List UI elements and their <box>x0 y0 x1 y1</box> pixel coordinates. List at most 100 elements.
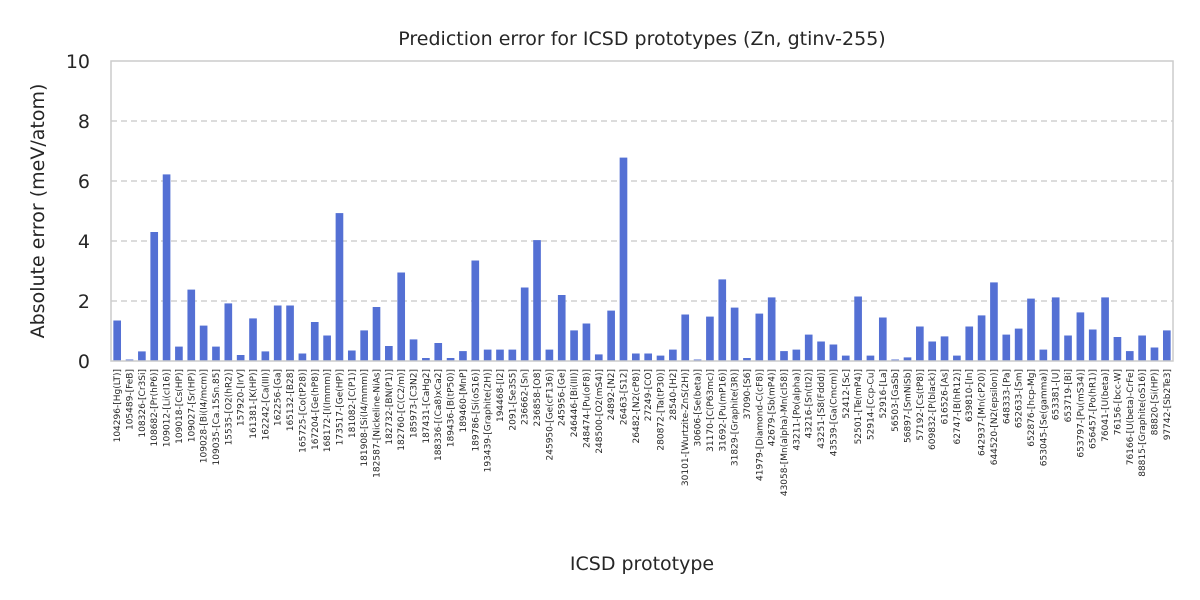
x-tick-label: 37090-[S6] <box>743 369 753 419</box>
x-tick-label: 280872-[Ta(tP30)] <box>657 369 667 451</box>
bar <box>236 355 245 361</box>
x-tick-label: 43211-[Po(alpha)] <box>792 369 802 450</box>
bar <box>829 344 838 361</box>
x-tick-label: 187431-[CaHg2] <box>422 369 432 444</box>
x-tick-label: 181908-[Si(I4/mmm)] <box>360 369 370 467</box>
x-tick-label: 24892-[N2] <box>607 369 617 420</box>
bar <box>175 346 183 361</box>
bar <box>743 358 751 361</box>
bars <box>113 157 1171 361</box>
bar <box>1162 330 1171 361</box>
x-tick-label: 31170-[C(P63mc)] <box>706 369 716 452</box>
x-tick-label: 56503-[GaSb] <box>891 369 901 432</box>
bar <box>323 335 331 361</box>
x-tick-label: 109012-[Li(cI16)] <box>163 369 173 447</box>
x-tick-label: 245950-[Ge(cF136)] <box>545 369 555 460</box>
bar <box>1051 297 1060 361</box>
x-tick-label: 182760-[C(C2/m)] <box>397 369 407 451</box>
bar <box>385 346 393 361</box>
bar <box>483 349 492 361</box>
chart-title: Prediction error for ICSD prototypes (Zn… <box>398 28 885 50</box>
x-tick-label: 52501-[Te(mP4)] <box>854 369 864 444</box>
x-tick-label: 42679-[Sb(mP4)] <box>768 369 778 446</box>
bar <box>459 351 467 361</box>
bar <box>607 310 615 361</box>
y-axis-label: Absolute error (meV/atom) <box>27 84 49 339</box>
x-tick-label: 105489-[FeB] <box>126 369 136 430</box>
x-tick-label: 56897-[SmNiSb] <box>904 369 914 443</box>
bar <box>928 341 937 361</box>
bar <box>533 240 541 361</box>
bar <box>1125 351 1134 361</box>
x-tick-label: 31829-[Graphite(3R)] <box>731 369 741 466</box>
bar <box>397 272 406 361</box>
bar <box>780 351 788 361</box>
y-tick-label: 0 <box>78 351 90 373</box>
bar <box>706 316 714 361</box>
bar <box>841 355 850 361</box>
x-tick-label: 108326-[Cr3Si] <box>138 369 148 438</box>
bar <box>681 314 690 361</box>
x-tick-label: 653719-[Bi] <box>1064 369 1074 422</box>
x-tick-label: 181082-[C(P1)] <box>348 369 358 438</box>
bar <box>854 296 862 361</box>
x-tick-label: 173517-[Ge(HP)] <box>335 369 345 445</box>
bar <box>916 326 924 361</box>
bar <box>804 334 813 361</box>
x-tick-label: 43251-[S8(Fddd)] <box>817 369 827 449</box>
x-tick-label: 76156-[bcc-W] <box>1113 369 1123 435</box>
x-tick-label: 76041-[U(beta)] <box>1101 369 1111 442</box>
x-tick-label: 182732-[BN(P1)] <box>385 369 395 445</box>
bar <box>1014 328 1023 361</box>
bar <box>446 358 455 361</box>
x-tick-label: 30606-[Se(beta)] <box>694 369 704 446</box>
bar <box>520 287 529 361</box>
bar <box>669 349 677 361</box>
x-tick-label: 41979-[Diamond-C(cF8)] <box>755 369 765 481</box>
x-tick-label: 167204-[Ge(hP8)] <box>311 369 321 450</box>
x-tick-label: 616526-[As] <box>941 369 951 424</box>
bar <box>1138 335 1146 361</box>
x-tick-label: 168172-[I(Immm)] <box>323 369 333 452</box>
x-tick-label: 27249-[CO] <box>644 369 654 421</box>
bar <box>656 355 665 361</box>
bar <box>718 279 727 361</box>
x-tick-label: 157920-[IrV] <box>237 369 247 426</box>
x-tick-label: 644520-[N2(epsilon)] <box>990 369 1000 465</box>
x-tick-label: 189786-[Si(oS16)] <box>471 369 481 452</box>
x-tick-label: 653797-[Pu(mS34)] <box>1076 369 1086 458</box>
x-tick-label: 609832-[P(black)] <box>928 369 938 450</box>
x-tick-label: 236662-[Sn] <box>521 369 531 425</box>
x-tick-label: 246446-[Bi(III)] <box>570 369 580 437</box>
bar <box>940 336 949 361</box>
bar <box>1113 337 1122 361</box>
x-tick-label: 57192-[Cs(tP8)] <box>916 369 926 441</box>
bar <box>594 354 603 361</box>
bar <box>570 330 578 361</box>
x-tick-label: 52914-[Ccp-Cu] <box>866 369 876 440</box>
x-axis-label: ICSD prototype <box>570 553 714 575</box>
x-tick-label: 648333-[Pa] <box>1002 369 1012 424</box>
bar <box>631 353 640 361</box>
bar <box>878 317 887 361</box>
x-tick-label: 43539-[Ga(Cmcm)] <box>829 369 839 456</box>
x-tick-label: 162242-[Ca(III)] <box>261 369 271 440</box>
bar <box>286 305 294 361</box>
bar <box>557 295 566 361</box>
x-tick-label: 43058-[Mn(alpha)-Mn(cI58)] <box>780 369 790 496</box>
bar <box>1088 329 1097 361</box>
bar <box>582 323 591 361</box>
y-tick-label: 4 <box>78 231 90 253</box>
x-tick-label: 31692-[Pu(mP16)] <box>718 369 728 452</box>
bar <box>866 355 875 361</box>
bar <box>422 358 430 361</box>
bar <box>1064 335 1072 361</box>
x-tick-label: 109018-[Cs(HP)] <box>175 369 185 444</box>
x-tick-label: 188336-[(Ca8)xCa2] <box>434 369 444 461</box>
x-tick-label: 76166-[U(beta)-CrFe] <box>1126 369 1136 465</box>
x-tick-label: 2091-[Se3S5] <box>508 369 518 431</box>
bar <box>792 349 801 361</box>
x-tick-label: 185973-[C3N2] <box>410 369 420 438</box>
bar <box>1076 312 1085 361</box>
